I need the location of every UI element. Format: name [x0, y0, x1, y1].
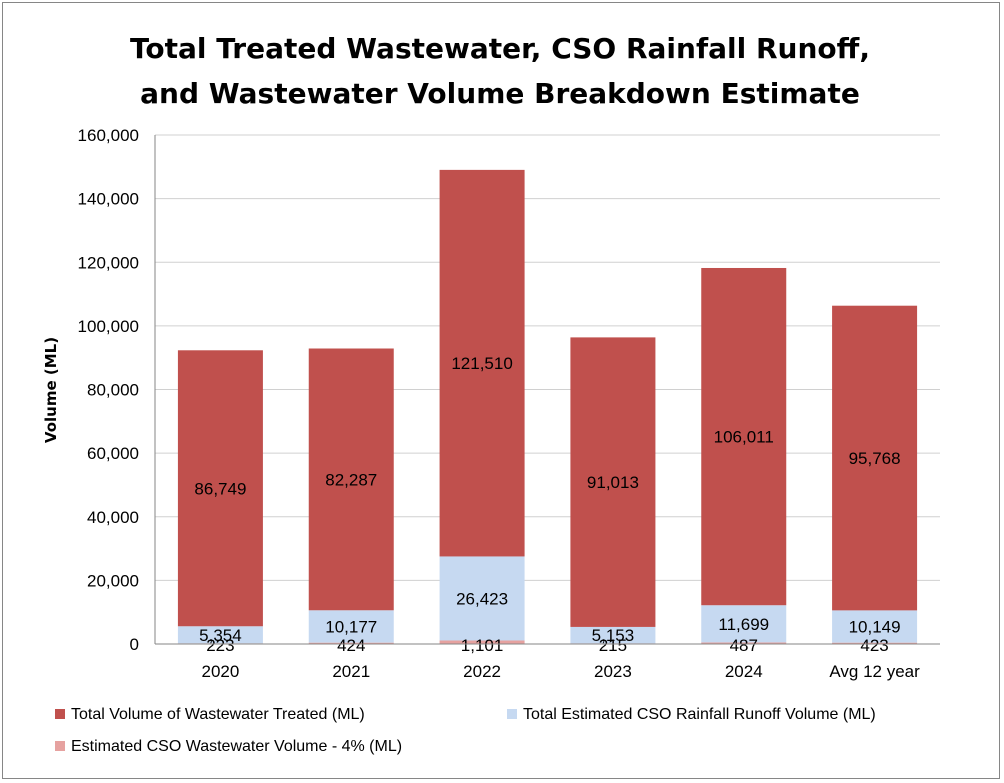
bar-segment — [439, 556, 525, 641]
data-label: 10,149 — [849, 618, 901, 637]
data-label: 11,699 — [718, 615, 769, 634]
data-label: 487 — [730, 636, 758, 655]
data-label: 5,153 — [592, 626, 635, 645]
legend-label: Total Volume of Wastewater Treated (ML) — [71, 706, 365, 723]
bar-segment — [308, 610, 394, 643]
data-label: 26,423 — [456, 589, 508, 608]
data-label: 223 — [206, 636, 234, 655]
data-label: 10,177 — [325, 617, 377, 636]
bar-segment — [177, 350, 263, 627]
x-tick-label: 2020 — [202, 662, 240, 681]
data-label: 215 — [599, 636, 627, 655]
bar-segment — [832, 642, 918, 644]
data-label: 91,013 — [587, 473, 639, 492]
data-label: 1,101 — [461, 636, 504, 655]
bar-segment — [177, 626, 263, 644]
bar-segment — [832, 305, 918, 611]
bar-segment — [701, 605, 787, 643]
y-axis-label: Volume (ML) — [42, 337, 60, 443]
data-label: 95,768 — [849, 449, 901, 468]
data-label: 86,749 — [194, 479, 246, 498]
y-tick-label: 40,000 — [87, 508, 139, 527]
chart-title-line-1: Total Treated Wastewater, CSO Rainfall R… — [130, 32, 870, 65]
data-label: 121,510 — [451, 354, 512, 373]
chart-title-line-2: and Wastewater Volume Breakdown Estimate — [140, 77, 860, 110]
y-tick-label: 160,000 — [78, 126, 139, 145]
legend-label: Estimated CSO Wastewater Volume - 4% (ML… — [71, 738, 402, 755]
x-tick-label: 2022 — [463, 662, 501, 681]
bar-segment — [570, 337, 656, 627]
data-label: 5,354 — [199, 626, 242, 645]
bar-segment — [701, 267, 787, 606]
data-label: 82,287 — [325, 470, 377, 489]
legend-swatch — [55, 709, 65, 719]
y-tick-label: 0 — [130, 635, 139, 654]
legend-swatch — [507, 709, 517, 719]
x-tick-label: Avg 12 year — [829, 662, 920, 681]
bar-segment — [570, 626, 656, 644]
bar-segment — [308, 348, 394, 611]
y-tick-label: 120,000 — [78, 253, 139, 272]
bar-segment — [439, 640, 525, 644]
bar-segment — [701, 642, 787, 644]
data-label: 106,011 — [714, 428, 774, 447]
y-tick-label: 100,000 — [78, 317, 139, 336]
legend-swatch — [55, 741, 65, 751]
bar-segment — [832, 610, 918, 643]
x-tick-label: 2021 — [332, 662, 370, 681]
data-label: 423 — [860, 636, 888, 655]
data-label: 424 — [337, 636, 365, 655]
y-tick-label: 20,000 — [87, 571, 139, 590]
x-tick-label: 2023 — [594, 662, 632, 681]
bar-segment — [439, 169, 525, 557]
x-tick-label: 2024 — [725, 662, 763, 681]
y-tick-label: 140,000 — [78, 190, 139, 209]
y-tick-label: 60,000 — [87, 444, 139, 463]
y-tick-label: 80,000 — [87, 381, 139, 400]
legend-label: Total Estimated CSO Rainfall Runoff Volu… — [523, 706, 876, 723]
bar-segment — [308, 642, 394, 644]
